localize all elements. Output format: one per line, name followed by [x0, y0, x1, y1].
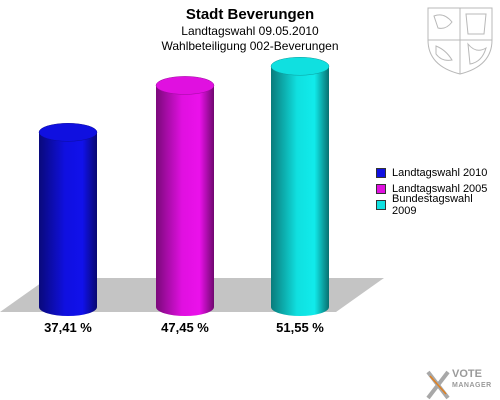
legend-label: Landtagswahl 2010 — [392, 167, 488, 179]
value-label-3: 51,55 % — [276, 320, 324, 335]
bar-top — [38, 123, 98, 142]
chart-title-block: Stadt Beverungen Landtagswahl 09.05.2010… — [0, 6, 500, 54]
value-labels-layer: 37,41 % 47,45 % 51,55 % — [44, 320, 324, 335]
legend-label: Bundestagswahl 2009 — [391, 193, 473, 217]
chart-title: Stadt Beverungen — [185, 6, 315, 23]
value-label-1: 37,41 % — [44, 320, 92, 335]
legend-label: Landtagswahl 2005 — [392, 183, 488, 195]
bar-body — [39, 132, 97, 316]
value-label-2: 47,45 % — [161, 320, 209, 335]
chart-subtitle-date: Landtagswahl 09.05.2010 — [181, 24, 319, 38]
chart-subtitle-turnout: Wahlbeteiligung 002-Beverungen — [161, 39, 339, 53]
vote-manager-logo: VOTE MANAGER — [452, 368, 492, 392]
bar-2 — [155, 76, 215, 316]
legend-swatch — [376, 200, 386, 210]
bar-top — [270, 57, 330, 76]
legend-swatch — [376, 184, 386, 194]
vote-manager-x-icon — [426, 370, 450, 400]
legend-swatch — [376, 168, 386, 178]
chart-legend: Landtagswahl 2010 Landtagswahl 2005 Bund… — [376, 165, 500, 217]
bar-top — [155, 76, 215, 95]
coat-of-arms-icon — [427, 7, 493, 75]
bars-layer — [38, 57, 330, 316]
brand-line-1: VOTE — [452, 368, 482, 380]
bar-body — [271, 66, 329, 316]
bar-body — [156, 85, 214, 316]
legend-item-bundestagswahl-2009: Bundestagswahl 2009 — [376, 193, 500, 217]
bar-3 — [270, 57, 330, 316]
brand-line-2: MANAGER — [452, 382, 492, 389]
legend-item-landtagswahl-2010: Landtagswahl 2010 — [376, 165, 500, 181]
bar-1 — [38, 123, 98, 316]
legend-item-landtagswahl-2005: Landtagswahl 2005 — [376, 181, 500, 197]
